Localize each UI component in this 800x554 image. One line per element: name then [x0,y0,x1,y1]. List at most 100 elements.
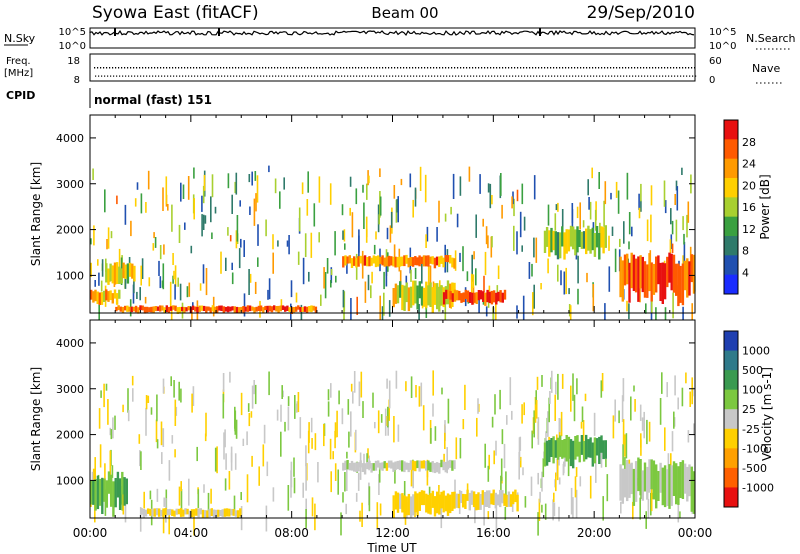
freq-dot [319,67,321,69]
freq-dot [100,67,102,69]
power-patch-2 [174,305,177,312]
power-patch-4 [407,287,411,312]
power-patch-2 [270,306,274,313]
nave-dot [557,75,559,77]
power-patch-2 [233,306,236,314]
freq-dot [190,67,192,69]
nave-dot [215,75,217,77]
power-echo [640,200,642,212]
freq-dot [541,67,543,69]
power-echo [390,211,393,228]
vel-echo [180,388,182,403]
vel-patch-4 [455,493,458,508]
vel-echo [621,395,624,422]
vel-patch-6 [634,461,638,502]
freq-dot [259,67,261,69]
freq-dot [151,67,153,69]
power-patch-4 [394,283,398,304]
vel-echo [247,403,250,412]
power-echo [167,204,169,211]
vel-patch-3 [433,496,437,517]
vel-echo [685,372,687,384]
power-patch-3 [377,255,380,267]
vel-echo [107,399,109,425]
vel-echo [346,468,348,491]
nave-dot [380,75,382,77]
power-echo [178,224,181,243]
power-x-ticks [89,115,696,313]
freq-dot [487,67,489,69]
power-echo [255,193,257,212]
power-patch-7 [621,260,624,302]
power-patch-2 [130,306,133,313]
power-echo [211,174,214,198]
power-patch-5 [482,291,485,302]
freq-dot [220,67,222,69]
power-echo [148,277,151,287]
nave-dot [317,75,319,77]
power-echo [409,173,412,188]
power-patch-1 [133,265,136,282]
power-echo [140,193,143,214]
power-patch-6 [580,231,584,249]
velocity-colorbar-label: Velocity [m s-1] [760,367,774,461]
freq-dot [523,67,525,69]
vel-echo [222,393,225,419]
power-patch-2 [284,306,287,312]
vel-echo [388,399,390,421]
power-patch-6 [561,226,564,247]
vel-patch-5 [567,436,571,459]
vel-echo [294,395,296,419]
power-echo [243,240,245,257]
power-patch-5 [473,292,476,303]
freq-dot [145,67,147,69]
vel-patch-1 [155,508,159,516]
vel-echo [624,434,626,457]
vel-patch-1 [195,508,198,516]
vel-echo [378,463,381,483]
power-patch-6 [567,229,571,252]
vel-patch-1 [153,508,156,517]
freq-dot [550,67,552,69]
freq-dot [94,67,96,69]
nave-dot [497,75,499,77]
vel-patch-6 [677,466,680,505]
power-colorbar-tick-label: 12 [742,223,756,236]
power-patch-2 [292,307,296,313]
freq-dot [571,67,573,69]
vel-patch-6 [657,471,660,501]
vel-echo [338,390,340,405]
power-echo [231,262,233,270]
nave-dot [359,75,361,77]
power-echo [193,198,195,220]
vel-echo [495,440,497,456]
power-patch-4 [422,287,426,307]
vel-echo [554,394,556,421]
power-echo [133,276,135,294]
freq-dot [628,67,630,69]
vel-patch-3 [416,493,419,516]
vel-echo [168,509,170,535]
freq-dot [358,67,360,69]
vel-echo [625,433,628,459]
vel-patch-6 [652,460,656,500]
nave-dot [323,75,325,77]
nave-dot [650,75,652,77]
power-patch-4 [438,286,441,312]
power-patch-3 [409,257,413,266]
power-echo [670,234,673,249]
vel-patch-5 [580,435,584,455]
nave-dot [320,75,322,77]
power-echo [604,303,606,330]
vel-echo [276,409,279,421]
nave-dot [200,75,202,77]
nave-dot [368,75,370,77]
power-echo [535,237,538,263]
freq-dot [517,67,519,69]
power-echo [614,248,617,273]
power-echo [568,288,570,295]
vel-echo [174,399,177,426]
freq-dot [631,67,633,69]
power-echo [429,265,432,288]
power-patch-1 [122,262,125,279]
